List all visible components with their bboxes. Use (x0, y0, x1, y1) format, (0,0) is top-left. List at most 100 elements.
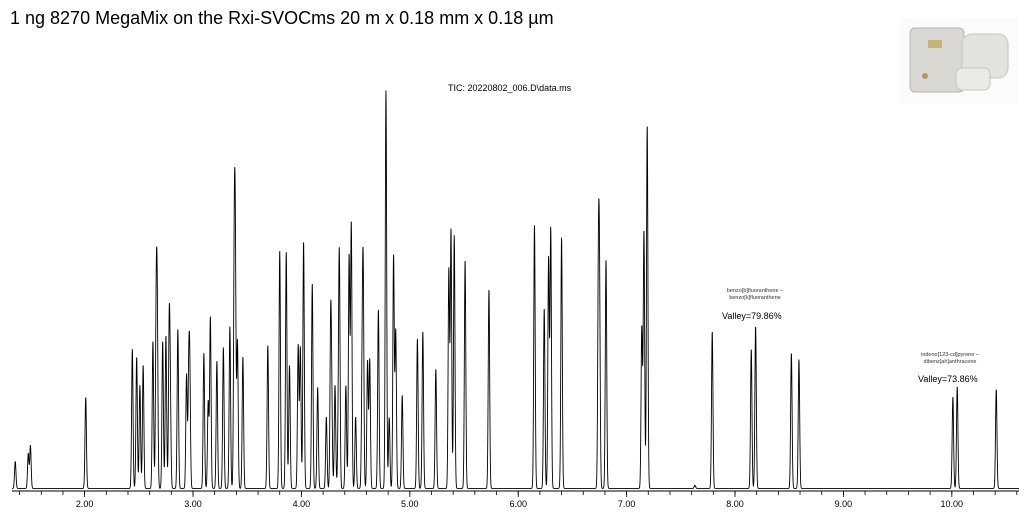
peak-53 (385, 92, 386, 93)
peak-56 (395, 331, 396, 332)
peak-4 (132, 350, 133, 351)
peak-27 (237, 342, 238, 343)
peak-36 (312, 285, 313, 286)
peak-15 (177, 330, 178, 331)
peak-81 (791, 354, 792, 355)
peak-22 (216, 362, 217, 363)
peak-76 (647, 127, 648, 128)
peak-14 (170, 402, 171, 403)
peak-70 (561, 239, 562, 240)
peak-67 (544, 310, 545, 311)
peak-80 (755, 328, 756, 329)
peak-31 (286, 253, 287, 254)
peak-19 (203, 354, 204, 355)
peak-30 (279, 251, 280, 252)
peak-28 (242, 358, 243, 359)
peak-78 (712, 333, 713, 334)
peak-24 (229, 328, 230, 329)
peak-33 (298, 346, 299, 347)
peak-65 (488, 291, 489, 292)
peak-43 (339, 267, 340, 268)
peak-62 (451, 232, 452, 233)
peak-26 (235, 269, 236, 270)
peak-18 (189, 380, 190, 381)
peak-49 (363, 287, 364, 288)
peak-29 (267, 346, 268, 347)
peak-17 (188, 388, 189, 389)
peak-32 (289, 366, 290, 367)
peak-23 (223, 349, 224, 350)
peak-6 (139, 386, 140, 387)
peak-9 (156, 326, 157, 327)
x-tick-label: 9.00 (835, 499, 853, 509)
peak-77 (694, 486, 695, 487)
annotation-compound: indeno[123-cd]pyrene – (921, 352, 980, 358)
peak-54 (389, 419, 390, 420)
peak-41 (335, 386, 336, 387)
peak-79 (751, 350, 752, 351)
peak-20 (208, 403, 209, 404)
tic-trace (12, 90, 1019, 489)
peak-58 (417, 339, 418, 340)
peak-61 (448, 271, 449, 272)
peak-12 (165, 337, 166, 338)
peak-25 (234, 279, 235, 280)
annotation-valley: Valley=79.86% (722, 311, 782, 321)
peak-74 (641, 328, 642, 329)
peak-46 (351, 224, 352, 225)
peak-64 (465, 261, 466, 262)
peak-21 (210, 318, 211, 319)
peak-5 (136, 358, 137, 359)
x-tick-label: 5.00 (401, 499, 419, 509)
annotation-compound: benzo[b]fluoranthene – (727, 288, 784, 294)
peak-39 (330, 328, 331, 329)
peak-10 (157, 328, 158, 329)
peak-69 (550, 230, 551, 231)
peak-47 (355, 418, 356, 419)
peak-42 (338, 435, 339, 436)
peak-55 (393, 257, 394, 258)
peak-73 (606, 261, 607, 262)
peak-38 (326, 418, 327, 419)
peak-40 (331, 417, 332, 418)
x-tick-label: 6.00 (509, 499, 527, 509)
peak-3 (85, 398, 86, 399)
peak-59 (422, 333, 423, 334)
peak-16 (186, 376, 187, 377)
chart-subtitle: TIC: 20220802_006.D\data.ms (448, 83, 572, 93)
peak-66 (534, 226, 535, 227)
peak-75 (643, 232, 644, 233)
peak-37 (317, 388, 318, 389)
x-tick-label: 8.00 (726, 499, 744, 509)
peak-68 (548, 259, 549, 260)
annotation-valley: Valley=73.86% (918, 374, 978, 384)
x-tick-label: 4.00 (293, 499, 311, 509)
peak-63 (454, 236, 455, 237)
peak-71 (598, 283, 599, 284)
annotation-compound: benzo[k]fluoranthene (729, 295, 780, 301)
peak-83 (952, 398, 953, 399)
peak-2 (30, 447, 31, 448)
peak-11 (162, 342, 163, 343)
peak-1 (28, 454, 29, 455)
x-tick-label: 10.00 (941, 499, 964, 509)
peak-50 (367, 362, 368, 363)
product-photo-icon (900, 18, 1018, 104)
peak-60 (435, 370, 436, 371)
peak-44 (345, 386, 346, 387)
peak-35 (303, 243, 304, 244)
chart-title: 1 ng 8270 MegaMix on the Rxi-SVOCms 20 m… (10, 8, 554, 28)
x-tick-label: 7.00 (618, 499, 636, 509)
peak-34 (300, 349, 301, 350)
peak-52 (378, 310, 379, 311)
x-tick-label: 2.00 (76, 499, 94, 509)
annotation-compound: dibenz[ah]anthracene (924, 359, 977, 365)
peak-7 (143, 366, 144, 367)
peak-0 (15, 462, 16, 463)
peak-85 (996, 390, 997, 391)
peak-57 (402, 396, 403, 397)
x-tick-label: 3.00 (184, 499, 202, 509)
peak-45 (349, 257, 350, 258)
peak-8 (152, 342, 153, 343)
